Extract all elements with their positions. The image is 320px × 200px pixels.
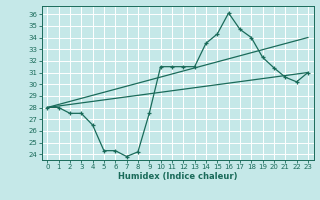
X-axis label: Humidex (Indice chaleur): Humidex (Indice chaleur)	[118, 172, 237, 181]
